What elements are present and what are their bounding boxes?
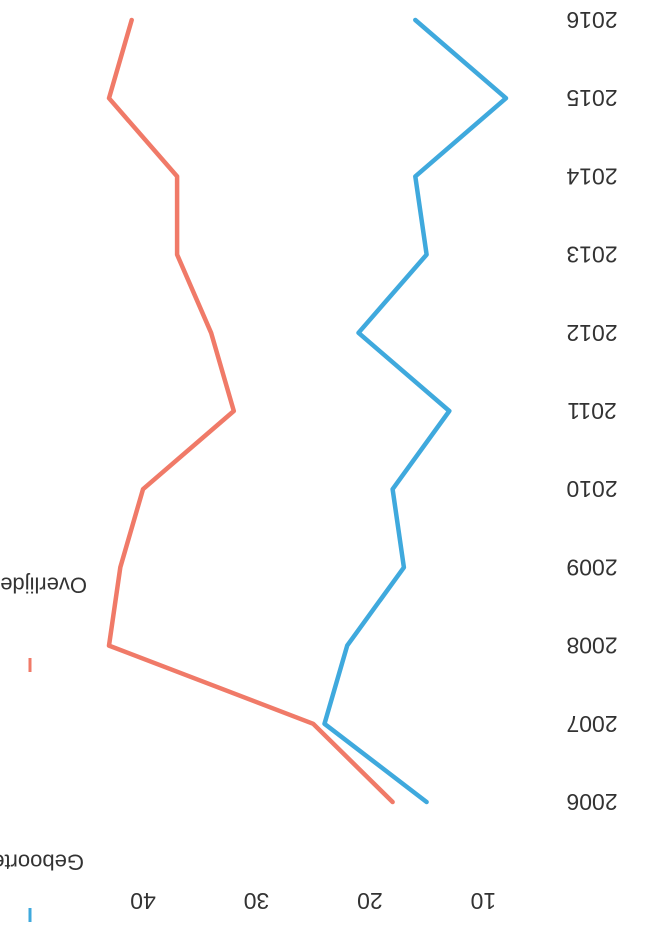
y-tick-label: 30: [244, 888, 270, 914]
series-line-0: [322, 17, 509, 805]
x-tick-label: 2009: [566, 554, 617, 580]
legend-label: Geboorten: [0, 850, 84, 875]
chart-series: [106, 17, 509, 805]
x-tick-label: 2013: [566, 242, 617, 268]
x-tick-label: 2016: [566, 7, 617, 33]
x-tick-label: 2012: [566, 320, 617, 346]
chart-tick-labels: 2006200720082009201020112012201320142015…: [130, 7, 617, 914]
x-tick-label: 2006: [566, 789, 617, 815]
x-tick-label: 2015: [566, 85, 617, 111]
y-tick-label: 20: [357, 888, 383, 914]
x-tick-label: 2008: [566, 633, 617, 659]
x-tick-label: 2011: [567, 398, 616, 424]
x-tick-label: 2014: [566, 163, 617, 189]
x-tick-label: 2007: [566, 711, 617, 737]
series-line-1: [106, 17, 395, 805]
y-tick-label: 10: [471, 888, 497, 914]
x-tick-label: 2010: [566, 476, 617, 502]
legend-label: Overlijdens: [0, 573, 87, 598]
y-tick-label: 40: [130, 888, 156, 914]
chart-legend: Geboorten Overlijdens: [0, 573, 87, 922]
